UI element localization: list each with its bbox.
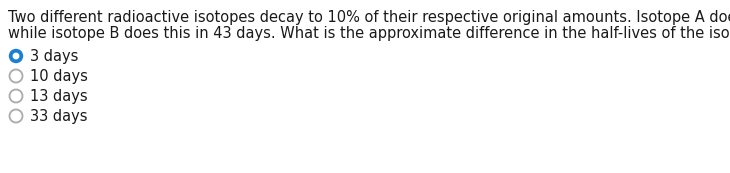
Text: 33 days: 33 days (31, 108, 88, 124)
Text: Two different radioactive isotopes decay to 10% of their respective original amo: Two different radioactive isotopes decay… (8, 10, 730, 25)
Text: 3 days: 3 days (31, 48, 79, 63)
Text: while isotope B does this in 43 days. What is the approximate difference in the : while isotope B does this in 43 days. Wh… (8, 26, 730, 41)
Circle shape (13, 53, 19, 59)
Circle shape (9, 49, 23, 62)
Text: 13 days: 13 days (31, 89, 88, 103)
Text: 10 days: 10 days (31, 69, 88, 84)
